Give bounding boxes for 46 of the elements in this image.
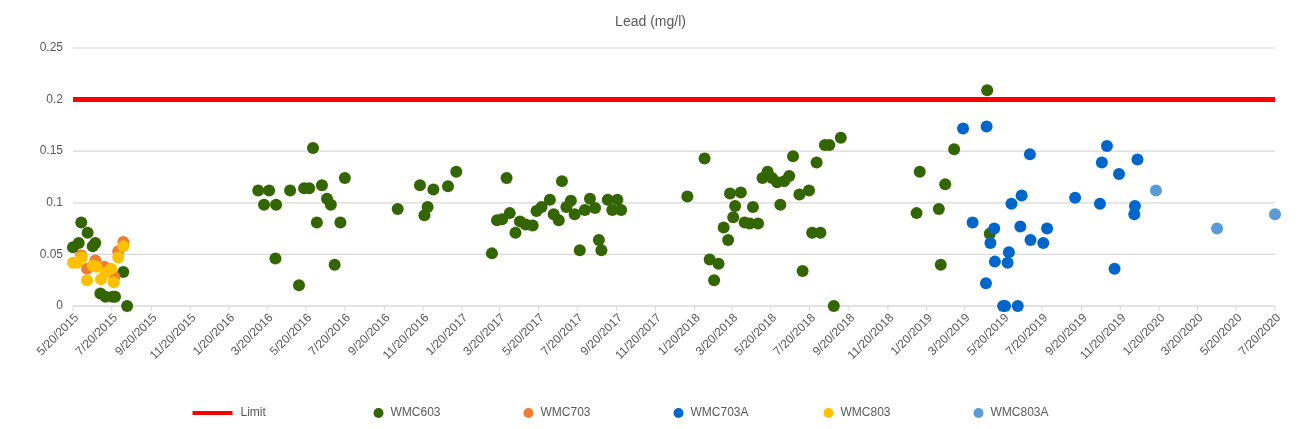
point [1041,222,1054,235]
point [984,237,997,250]
point [1131,153,1144,166]
point [81,274,94,287]
y-tick-label: 0.15 [39,143,64,158]
point [117,240,130,253]
y-tick-label: 0.1 [46,194,64,209]
y-tick-label: 0.05 [39,246,64,261]
y-tick-label: 0.25 [39,40,64,55]
legend-label: WMC603 [390,405,441,420]
chart-title: Lead (mg/l) [615,13,686,29]
y-tick-label: 0 [56,298,64,313]
point [112,251,125,264]
point [1024,233,1037,246]
point [980,120,993,133]
point [1037,237,1050,250]
point [1149,184,1162,197]
point [1269,208,1281,221]
point [1108,262,1121,275]
legend-label: WMC803A [990,405,1049,420]
point [1015,189,1028,202]
point [988,255,1001,268]
point [1014,220,1027,233]
point [957,122,970,135]
point [988,222,1001,235]
point [1093,197,1106,210]
point [1128,199,1141,212]
point [107,276,120,289]
y-tick-label: 0.2 [46,91,64,106]
point [1023,148,1036,161]
point [979,277,992,290]
point [966,216,979,229]
point [1113,167,1126,180]
point [1005,197,1018,210]
legend-label: WMC703 [540,405,591,420]
legend-label: WMC803 [840,405,891,420]
point [1211,222,1224,235]
point [1001,256,1014,269]
point [1095,156,1108,169]
point [1002,246,1015,259]
point [105,262,118,275]
point [1100,140,1113,153]
legend-label: Limit [240,405,267,420]
legend-label: WMC703A [690,405,749,420]
point [1069,191,1082,204]
point [1011,300,1024,312]
